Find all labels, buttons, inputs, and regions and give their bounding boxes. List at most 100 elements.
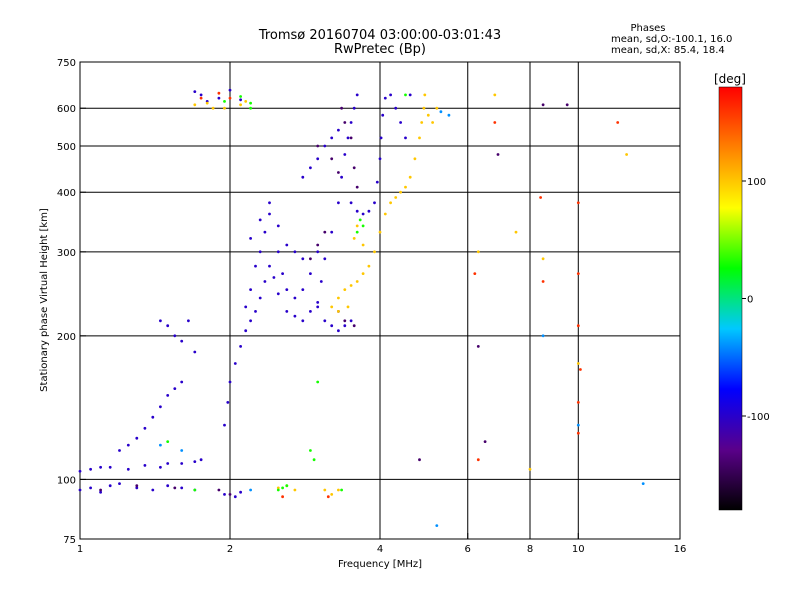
data-point [483, 440, 487, 443]
data-point [193, 350, 197, 354]
data-point [408, 175, 412, 179]
data-point [254, 264, 257, 268]
data-point [541, 280, 545, 283]
data-point [418, 458, 421, 462]
data-point [330, 230, 334, 234]
data-point [346, 305, 350, 309]
data-point [180, 462, 184, 465]
y-axis-label: Stationary phase Virtual Height [km] [39, 208, 50, 392]
data-point [394, 196, 398, 199]
data-point [422, 106, 426, 110]
data-point [565, 103, 569, 107]
data-point [389, 93, 392, 97]
chart-title: Tromsø 20160704 03:00:00-03:01:43 [258, 28, 501, 43]
data-point [431, 121, 434, 124]
data-point [159, 443, 162, 447]
data-point [541, 103, 545, 107]
data-point [108, 484, 112, 488]
data-point [330, 493, 334, 496]
data-point [418, 136, 421, 140]
y-tick-label: 400 [57, 188, 76, 199]
data-point [135, 484, 139, 488]
data-point [78, 469, 82, 473]
data-point [276, 224, 280, 228]
data-point [285, 288, 289, 291]
data-point [309, 257, 312, 261]
data-point [276, 488, 280, 492]
data-point [301, 288, 305, 291]
data-point [378, 230, 382, 234]
data-point [447, 113, 451, 117]
data-point [576, 362, 580, 365]
data-point [99, 490, 102, 494]
data-point [476, 345, 480, 348]
data-point [217, 91, 221, 95]
data-point [293, 314, 297, 318]
data-point [493, 121, 497, 124]
data-point [381, 113, 385, 117]
data-point [349, 319, 353, 323]
data-point [226, 401, 230, 404]
data-point [239, 345, 243, 348]
data-point [337, 488, 340, 492]
data-point [244, 305, 248, 309]
data-point [135, 436, 139, 440]
data-point [151, 415, 155, 419]
data-point [89, 467, 92, 471]
y-tick-label: 200 [57, 332, 76, 343]
data-point [355, 185, 359, 189]
data-point [352, 166, 356, 170]
data-point [293, 250, 297, 254]
colorbar-tick-label: 100 [747, 177, 766, 188]
data-point [576, 272, 580, 275]
data-point [263, 230, 267, 234]
data-point [343, 319, 347, 323]
colorbar [718, 86, 743, 511]
y-axis-ticks: 75 100 200 300 400 500 600 750 [57, 58, 86, 546]
data-point [301, 175, 305, 179]
data-point [316, 243, 320, 247]
data-point [223, 423, 226, 427]
data-point [276, 292, 280, 296]
colorbar-tick-label: -100 [747, 412, 770, 423]
data-point [625, 153, 628, 156]
data-point [579, 368, 582, 371]
data-point [293, 296, 297, 300]
data-point [349, 284, 353, 287]
data-point [233, 495, 237, 499]
data-point [340, 488, 343, 492]
data-point [330, 324, 334, 328]
data-point [99, 488, 102, 492]
data-point [323, 144, 327, 148]
data-point [343, 288, 347, 291]
data-point [576, 423, 580, 427]
data-point [89, 486, 92, 490]
data-point [337, 329, 340, 333]
data-point [330, 157, 334, 161]
data-point [435, 106, 439, 110]
data-point [408, 93, 412, 97]
data-point [476, 458, 480, 462]
data-point [223, 100, 226, 103]
data-point [373, 250, 376, 254]
data-point [514, 230, 518, 234]
data-point [378, 157, 382, 161]
data-point [78, 488, 82, 492]
y-tick-label: 75 [63, 535, 76, 546]
data-point [413, 157, 417, 161]
data-point [404, 93, 407, 97]
data-point [268, 264, 271, 268]
data-point [476, 250, 480, 254]
data-point [199, 93, 203, 97]
data-point [316, 301, 320, 304]
data-point [166, 440, 170, 443]
data-point [211, 106, 215, 110]
data-point [316, 380, 320, 384]
data-point [426, 113, 430, 117]
data-point [496, 153, 500, 156]
data-point [254, 310, 257, 313]
x-tick-label: 4 [377, 544, 383, 555]
data-point [118, 482, 121, 485]
data-point [223, 106, 226, 110]
data-point [281, 495, 284, 499]
